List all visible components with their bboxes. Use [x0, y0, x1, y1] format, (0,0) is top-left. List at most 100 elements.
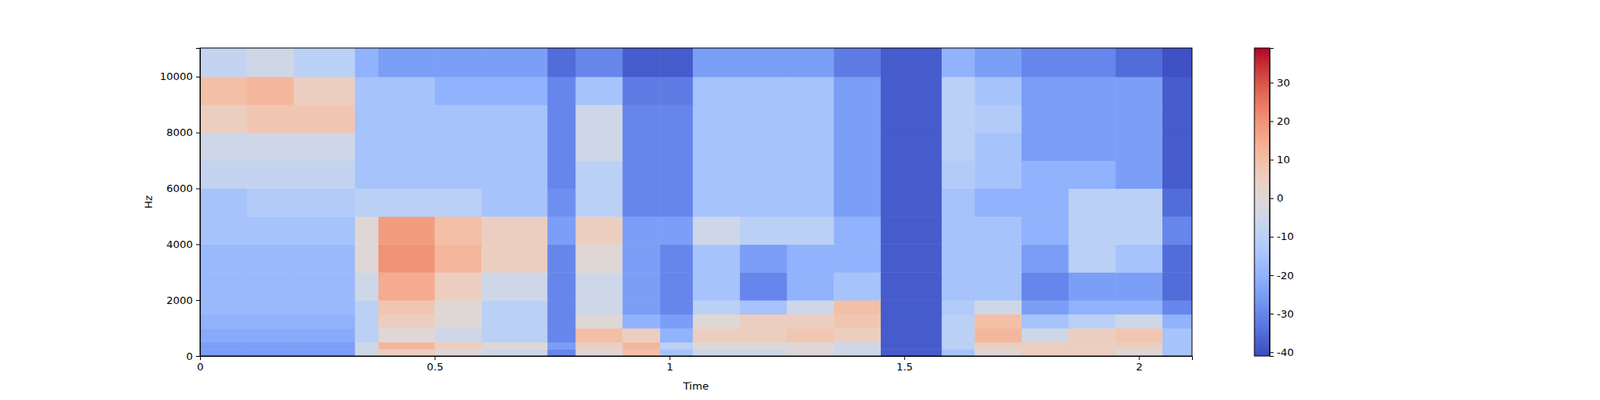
- cell: [692, 216, 740, 244]
- cell: [547, 216, 576, 244]
- cell: [941, 76, 976, 105]
- cell: [200, 328, 248, 343]
- cell: [293, 244, 356, 272]
- cell: [974, 132, 1022, 161]
- cell: [200, 48, 248, 77]
- tick-label: 2000: [166, 294, 193, 307]
- cell: [622, 314, 660, 329]
- cell: [660, 272, 694, 300]
- tick-label: 20: [1276, 115, 1291, 128]
- cell: [575, 76, 623, 105]
- tick-mark: [1269, 120, 1274, 122]
- cell: [622, 342, 660, 350]
- cell: [247, 104, 295, 133]
- cell: [833, 216, 881, 244]
- cell: [660, 48, 694, 77]
- chart: 00.511.520200040006000800010000TimeHz-40…: [0, 0, 1600, 400]
- cell: [378, 272, 436, 300]
- cell: [575, 342, 623, 350]
- cell: [1021, 328, 1069, 343]
- tick: 6000: [166, 182, 200, 195]
- x-axis: 00.511.52: [196, 356, 1192, 373]
- tick-mark: [434, 356, 436, 360]
- tick: -30: [1269, 308, 1294, 320]
- cell: [941, 348, 976, 356]
- cell: [692, 48, 740, 77]
- cell: [378, 160, 436, 189]
- cell: [692, 244, 740, 272]
- cell: [247, 272, 295, 300]
- cell: [880, 160, 943, 189]
- cell: [575, 328, 623, 343]
- cell: [481, 188, 548, 216]
- cell: [1068, 160, 1116, 189]
- tick-mark: [1269, 313, 1274, 315]
- cell: [1068, 244, 1116, 272]
- tick: 0: [186, 350, 200, 363]
- cell: [1021, 342, 1069, 350]
- cell: [481, 132, 548, 161]
- cell: [1068, 76, 1116, 105]
- cell: [1021, 160, 1069, 189]
- tick: 30: [1269, 76, 1291, 89]
- cell: [247, 300, 295, 315]
- tick-mark: [1269, 160, 1274, 161]
- cell: [833, 300, 881, 315]
- cell: [378, 342, 436, 350]
- cell: [547, 272, 576, 300]
- cell: [740, 314, 788, 329]
- tick-label: 30: [1276, 76, 1291, 89]
- cell: [1115, 348, 1163, 356]
- cell: [941, 160, 976, 189]
- cell: [974, 272, 1022, 300]
- cell: [1162, 348, 1192, 356]
- cell: [787, 160, 835, 189]
- tick-label: 6000: [166, 182, 193, 195]
- tick-label: 0: [1276, 192, 1284, 204]
- tick-mark: [196, 76, 200, 78]
- cell: [880, 104, 943, 133]
- cell: [622, 132, 660, 161]
- cell: [622, 48, 660, 77]
- cell: [1162, 314, 1192, 329]
- plot-frame: [200, 48, 1192, 356]
- cell: [293, 328, 356, 343]
- tick: 2: [1136, 356, 1143, 373]
- cell: [1068, 314, 1116, 329]
- cell: [247, 342, 295, 350]
- cell: [575, 272, 623, 300]
- cell: [740, 216, 788, 244]
- cell: [481, 272, 548, 300]
- cell: [1162, 48, 1192, 77]
- tick-mark: [1269, 352, 1274, 353]
- cell: [200, 348, 248, 356]
- cell: [1068, 132, 1116, 161]
- cell: [692, 314, 740, 329]
- cell: [355, 48, 380, 77]
- cell: [434, 314, 482, 329]
- cell: [941, 272, 976, 300]
- tick: -10: [1269, 230, 1294, 243]
- tick-label: 10: [1276, 153, 1291, 166]
- tick-mark: [1269, 236, 1274, 238]
- tick: -40: [1269, 346, 1294, 359]
- cell: [1021, 216, 1069, 244]
- cell: [378, 314, 436, 329]
- cell: [740, 188, 788, 216]
- cell: [200, 342, 248, 350]
- cell: [200, 160, 248, 189]
- cell: [880, 300, 943, 315]
- cell: [833, 272, 881, 300]
- cell: [1115, 48, 1163, 77]
- cell: [692, 188, 740, 216]
- cell: [575, 348, 623, 356]
- cell: [941, 342, 976, 350]
- tick: 10000: [160, 70, 200, 83]
- cell: [692, 328, 740, 343]
- cell: [1162, 300, 1192, 315]
- cell: [1115, 76, 1163, 105]
- cell: [293, 160, 356, 189]
- cell: [622, 216, 660, 244]
- cell: [833, 314, 881, 329]
- cell: [660, 348, 694, 356]
